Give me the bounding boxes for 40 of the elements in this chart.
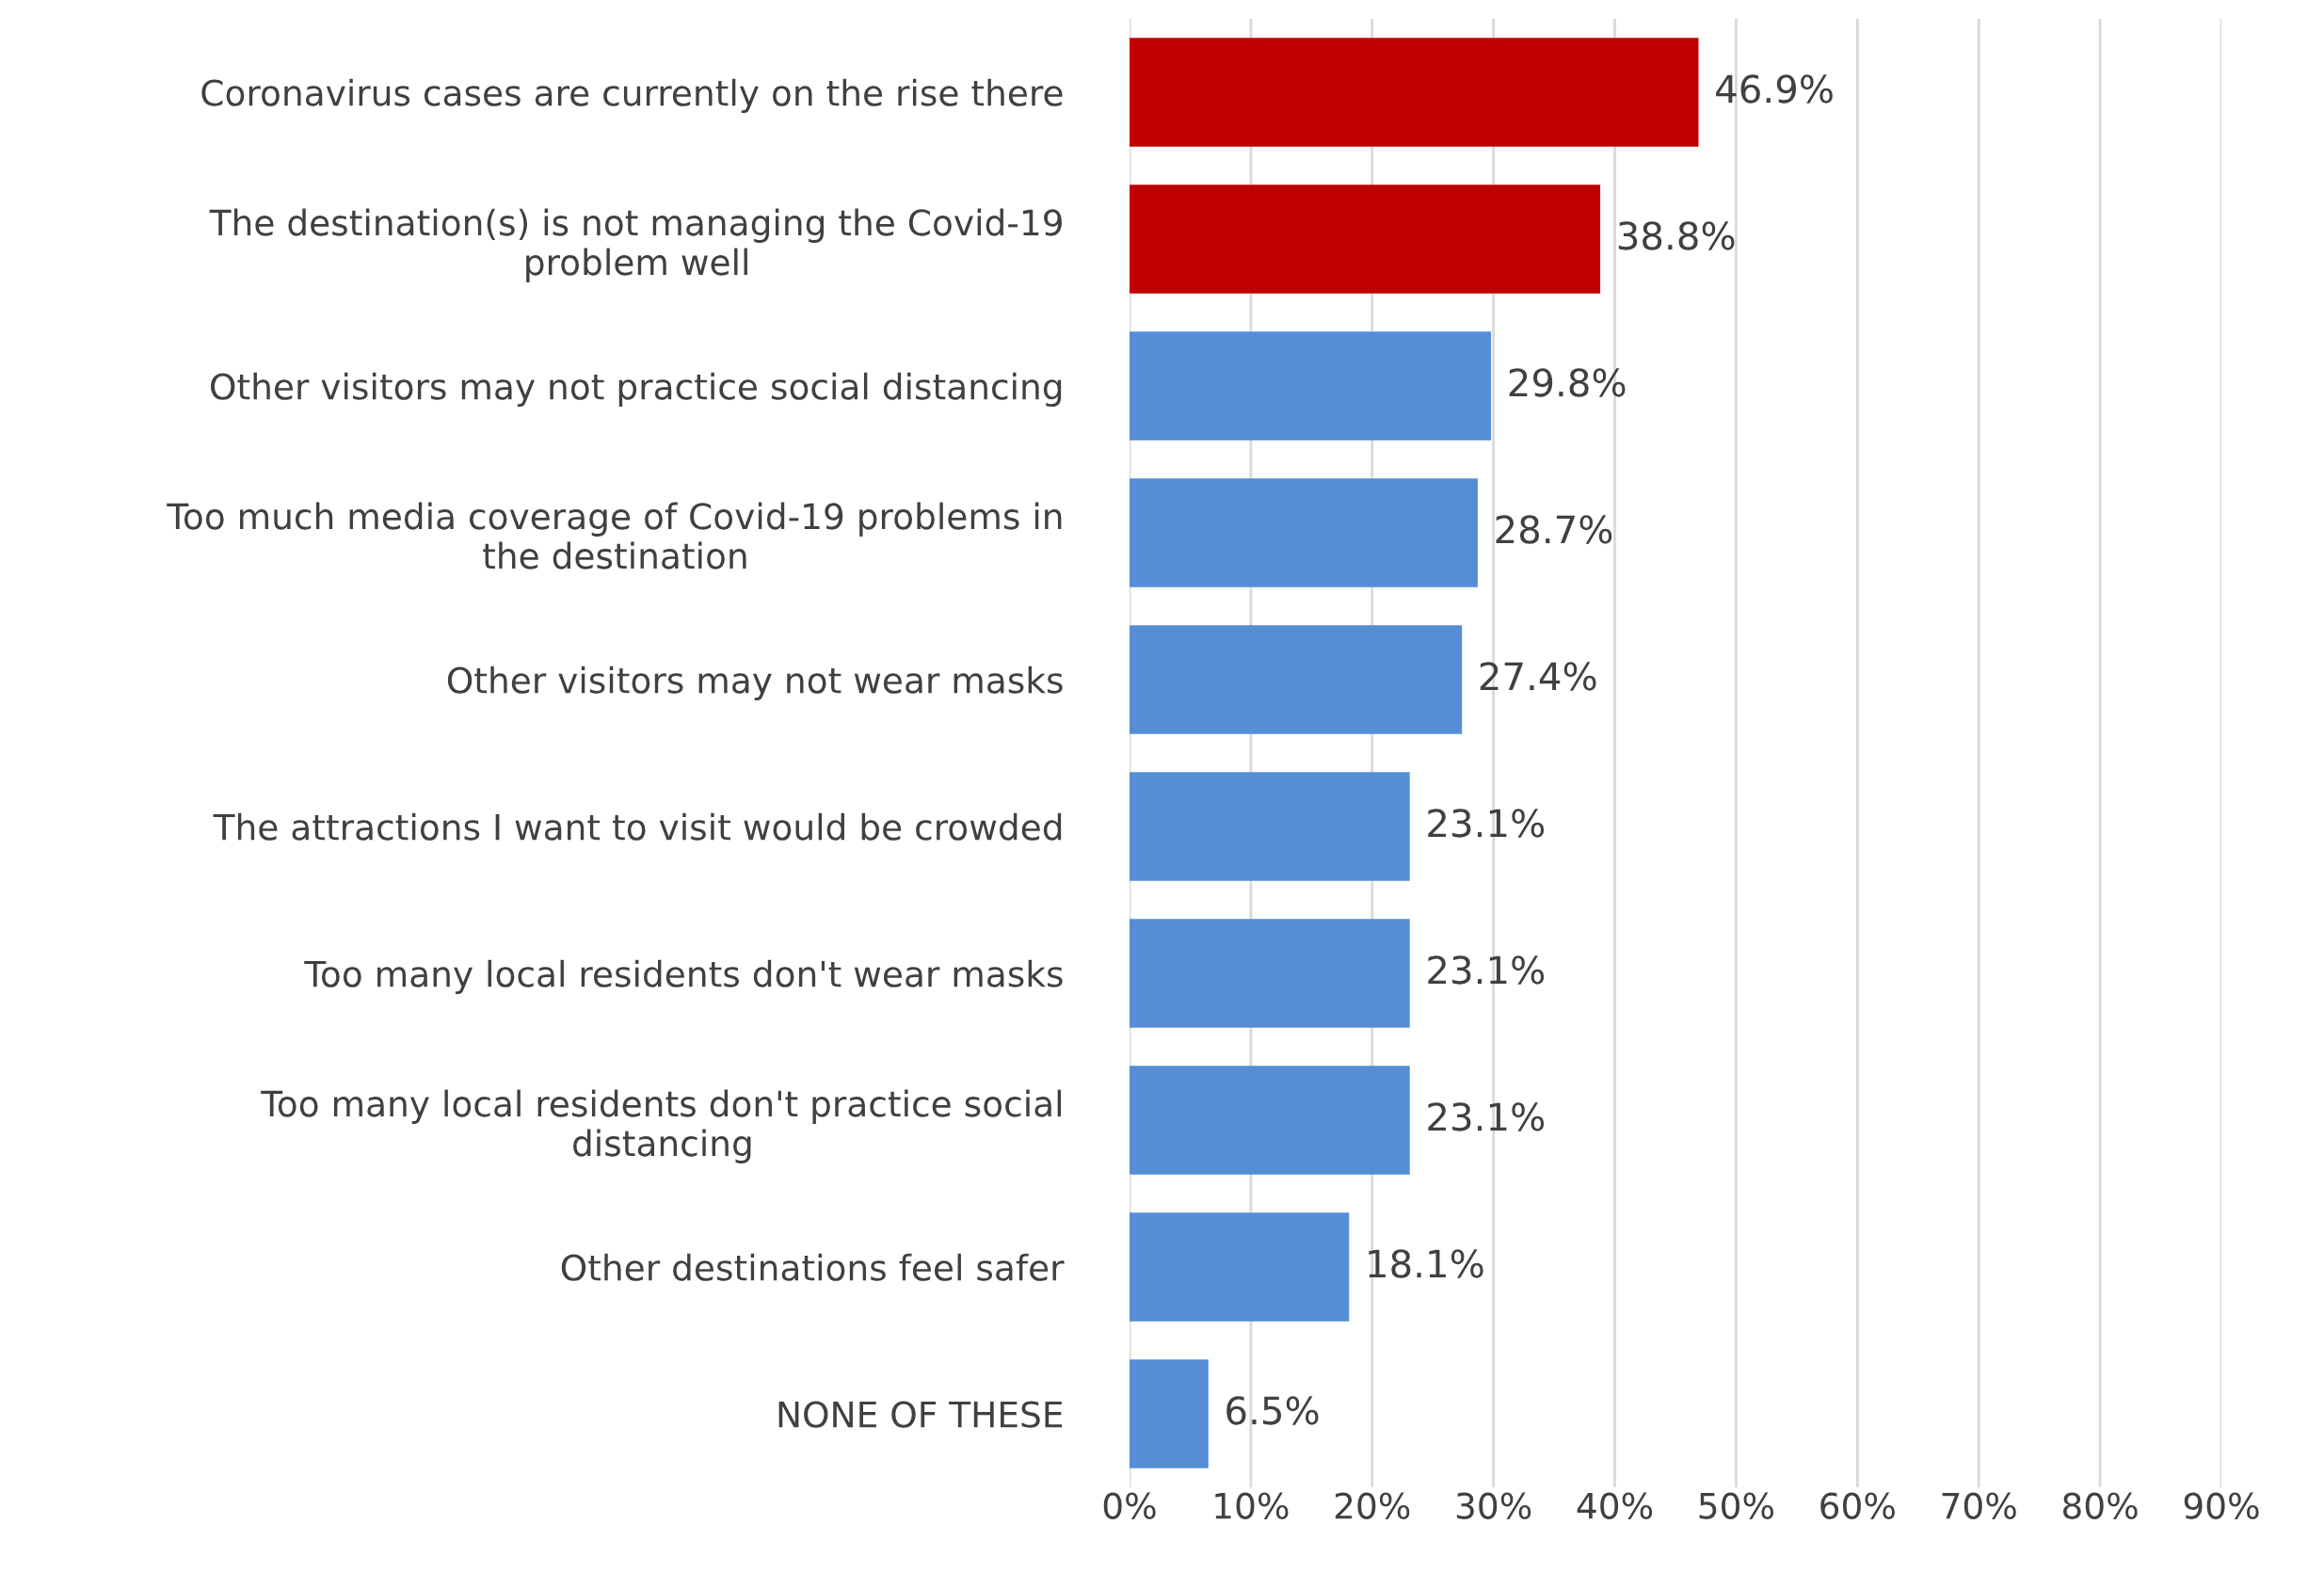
bar: [1130, 1212, 1350, 1322]
y-tick-label: Coronavirus cases are currently on the rise there: [201, 78, 1063, 114]
x-tick-label: 10%: [1215, 1492, 1289, 1519]
y-tick-label: Other destinations feel safer: [561, 1253, 1065, 1281]
bar: [1130, 625, 1463, 734]
data-label: 28.7%: [1496, 515, 1612, 544]
data-label: 46.9%: [1716, 74, 1833, 104]
x-tick-label: 90%: [2184, 1492, 2259, 1519]
y-tick-label: NONE OF THESE: [778, 1401, 1063, 1428]
data-label: 27.4%: [1480, 662, 1596, 691]
data-label: 29.8%: [1509, 368, 1626, 397]
bar: [1130, 919, 1410, 1028]
y-tick-label: Too many local residents don't wear masks: [304, 959, 1063, 995]
bar: [1130, 1359, 1209, 1468]
y-tick-label: Too much media coverage of Covid-19 problems in the destination: [167, 502, 1062, 569]
bar: [1130, 331, 1492, 441]
y-tick-label: The attractions I want to visit would be crowded: [213, 812, 1062, 841]
x-tick-label: 80%: [2062, 1492, 2138, 1519]
x-tick-label: 30%: [1456, 1492, 1531, 1519]
x-tick-label: 0%: [1103, 1492, 1156, 1519]
bar: [1130, 478, 1478, 587]
x-tick-label: 60%: [1820, 1492, 1895, 1519]
y-tick-label: Too many local residents don't practice social distancing: [261, 1089, 1062, 1163]
data-label: 18.1%: [1369, 1249, 1483, 1278]
data-label: 23.1%: [1428, 1102, 1545, 1131]
x-tick-label: 40%: [1577, 1492, 1653, 1519]
bar: [1130, 38, 1699, 147]
x-tick-label: 20%: [1335, 1492, 1410, 1519]
bar: [1130, 184, 1601, 294]
data-label: 23.1%: [1428, 809, 1545, 838]
y-tick-label: Other visitors may not wear masks: [447, 666, 1063, 701]
data-label: 23.1%: [1428, 955, 1545, 985]
bar: [1130, 772, 1410, 881]
x-tick-label: 70%: [1942, 1492, 2016, 1519]
data-label: 6.5%: [1226, 1396, 1319, 1425]
y-tick-label: The destination(s) is not managing the Covid-19 problem well: [209, 208, 1062, 282]
data-label: 38.8%: [1618, 221, 1735, 250]
x-tick-label: 50%: [1699, 1492, 1774, 1519]
y-tick-label: Other visitors may not practice social distancing: [211, 372, 1062, 408]
bar: [1130, 1066, 1410, 1175]
